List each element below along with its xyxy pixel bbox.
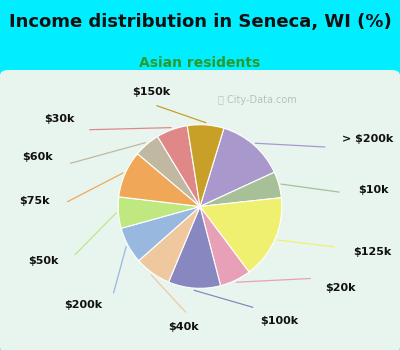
Wedge shape [119, 154, 200, 206]
Text: $150k: $150k [132, 87, 170, 97]
Wedge shape [138, 136, 200, 206]
Text: $30k: $30k [44, 114, 74, 124]
Text: $50k: $50k [28, 256, 58, 266]
Text: > $200k: > $200k [342, 134, 393, 144]
Wedge shape [200, 206, 249, 286]
Text: Income distribution in Seneca, WI (%): Income distribution in Seneca, WI (%) [9, 13, 391, 30]
Text: $75k: $75k [19, 196, 50, 206]
Wedge shape [118, 197, 200, 228]
Text: $200k: $200k [64, 300, 102, 310]
Text: $40k: $40k [168, 322, 199, 331]
Wedge shape [200, 198, 282, 272]
Text: $100k: $100k [260, 316, 298, 326]
Text: $60k: $60k [22, 152, 53, 162]
Wedge shape [121, 206, 200, 261]
Wedge shape [139, 206, 200, 282]
Text: $10k: $10k [358, 185, 389, 195]
Text: $20k: $20k [326, 283, 356, 293]
Text: ⓘ City-Data.com: ⓘ City-Data.com [218, 95, 297, 105]
FancyBboxPatch shape [0, 70, 400, 350]
Text: Asian residents: Asian residents [139, 56, 261, 70]
Wedge shape [200, 128, 274, 206]
Wedge shape [187, 125, 224, 206]
Wedge shape [158, 126, 200, 206]
Wedge shape [169, 206, 220, 288]
Text: $125k: $125k [353, 247, 391, 257]
Wedge shape [200, 172, 281, 206]
